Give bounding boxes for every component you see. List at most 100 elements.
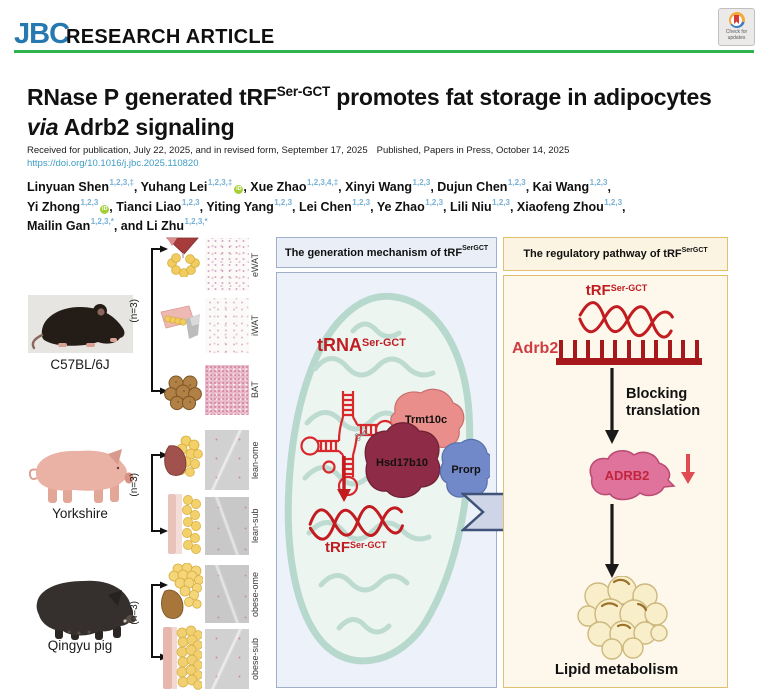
lipid-droplets — [577, 576, 668, 660]
author-name: Yi Zhong — [27, 199, 80, 214]
author-affiliations: 1,2,3 — [352, 197, 371, 207]
author-list: Linyuan Shen1,2,3,‡, Yuhang Lei1,2,3,‡iD… — [27, 176, 757, 235]
n-label-yorkshire: (n=3) — [129, 473, 140, 497]
mrna-tick — [667, 340, 672, 358]
trf-wave-pathway — [578, 301, 674, 339]
author-affiliations: 1,2,3 — [589, 178, 608, 187]
adrb2-protein-label: ADRB2 — [605, 468, 650, 483]
ewat-tissue-icon — [162, 237, 202, 282]
histology-label-lean-sub: lean-sub — [250, 508, 260, 544]
mechanism-panel: tRNASer-GCT ✂ — [276, 272, 497, 688]
author-name: Linyuan Shen — [27, 180, 109, 195]
author-name: Ye Zhao — [376, 199, 425, 214]
animal-label-mouse: C57BL/6J — [50, 357, 110, 372]
mrna-tick — [599, 340, 604, 358]
qingyu-photo — [25, 569, 137, 641]
author-line: Linyuan Shen1,2,3,‡, Yuhang Lei1,2,3,‡iD… — [27, 178, 611, 195]
iwat-tissue-icon — [159, 304, 202, 347]
n-label-qingyu: (n=3) — [129, 601, 140, 625]
author-name: Xue Zhao — [250, 180, 307, 195]
author-affiliations: 1,2,3 — [492, 197, 510, 207]
mrna-tick — [654, 340, 659, 358]
pathway-panel-title: The regulatory pathway of tRF SerGCT — [503, 237, 728, 271]
obese-ome-tissue-icon — [158, 562, 204, 628]
lean-ome-tissue-icon — [160, 433, 203, 485]
protein-label-trmt10c: Trmt10c — [405, 414, 447, 426]
mrna-tick — [626, 340, 631, 358]
author-affiliations: 1,2,3 — [425, 197, 444, 207]
author-name: Lili Niu — [450, 199, 492, 214]
yorkshire-photo — [22, 440, 140, 506]
histology-obese-ome — [205, 565, 249, 623]
qingyu-illustration — [36, 580, 136, 640]
doi-link[interactable]: https://doi.org/10.1016/j.jbc.2025.11082… — [27, 158, 199, 169]
jbc-logo: JBC — [14, 18, 70, 50]
author-name: Xinyi Wang — [345, 180, 413, 195]
animal-label-yorkshire: Yorkshire — [52, 506, 108, 521]
mouse-illustration — [31, 304, 125, 350]
histology-label-lean-ome: lean-ome — [250, 441, 260, 479]
page-title: RNase P generated tRFSer-GCT promotes fa… — [27, 84, 712, 140]
author-affiliations: 1,2,3 — [604, 197, 623, 207]
author-name: Yiting Yang — [206, 199, 274, 214]
author-name: Kai Wang — [532, 180, 590, 195]
mechanism-panel-title: The generation mechanism of tRF SerGCT — [276, 237, 497, 268]
rnase-p-complex: Trmt10c Hsd17b10 Prorp — [364, 388, 490, 498]
author-name: Mailin Gan — [27, 219, 91, 234]
author-affiliations: 1,2,3,4,‡ — [307, 178, 339, 187]
mrna-tick — [572, 340, 577, 358]
author-affiliations: 1,2,3,* — [90, 217, 114, 227]
n-label-mouse: (n=3) — [129, 299, 140, 323]
blocking-translation-label: Blocking translation — [626, 386, 701, 420]
animal-label-qingyu: Qingyu pig — [47, 638, 113, 653]
title-superscript: Ser-GCT — [276, 84, 331, 99]
check-for-updates-label: Check for updates — [725, 29, 748, 42]
adrb2-mrna-label: Adrb2 — [512, 340, 559, 357]
trf-label-pathway: tRFSer-GCT — [585, 282, 648, 299]
adrb2-mrna-bar — [556, 358, 702, 365]
mrna-tick — [694, 340, 699, 358]
histology-lean-ome — [205, 430, 249, 490]
mrna-tick — [586, 340, 591, 358]
outcome-arrow — [605, 504, 619, 578]
histology-bat — [205, 365, 249, 415]
received-line: Received for publication, July 22, 2025,… — [27, 145, 570, 156]
mouse-photo — [28, 295, 133, 353]
author-name: Xiaofeng Zhou — [516, 199, 604, 214]
protein-label-hsd17b10: Hsd17b10 — [376, 457, 428, 469]
author-affiliations: 1,2,3 — [507, 178, 526, 187]
author-name: Dujun Chen — [437, 180, 508, 195]
protein-label-prorp: Prorp — [451, 464, 481, 476]
author-name: Lei Chen — [298, 199, 352, 214]
orcid-icon[interactable]: iD — [100, 204, 110, 214]
trf-label: tRFSer-GCT — [325, 539, 387, 556]
header-rule — [14, 50, 754, 53]
cleavage-arrow — [337, 456, 351, 502]
obese-sub-tissue-icon — [161, 625, 203, 696]
published-line: Published, Papers in Press, October 14, … — [376, 145, 570, 156]
adrb2-protein-blob: ADRB2 — [589, 450, 676, 501]
author-affiliations: 1,2,3 — [274, 197, 293, 207]
histology-label-ewat: eWAT — [250, 253, 260, 277]
yorkshire-illustration — [28, 449, 134, 503]
author-affiliations: 1,2,3 — [181, 197, 200, 207]
mrna-tick — [613, 340, 618, 358]
author-name: Tianci Liao — [116, 199, 182, 214]
histology-ewat — [205, 238, 249, 291]
mrna-tick — [640, 340, 645, 358]
adrb2-mrna-ticks — [559, 340, 699, 358]
bracket-mouse — [144, 245, 170, 400]
histology-label-bat: BAT — [250, 381, 260, 399]
author-name: Li Zhu — [146, 219, 185, 234]
bracket-yorkshire — [144, 451, 170, 540]
author-affiliations: 1,2,3 — [412, 178, 431, 187]
trna-label: tRNASer-GCT — [317, 335, 406, 355]
trf-wave — [308, 505, 404, 541]
histology-obese-sub — [205, 629, 249, 689]
check-for-updates-badge[interactable]: Check for updates — [718, 8, 755, 46]
author-affiliations: 1,2,3,‡ — [207, 178, 233, 187]
histology-label-obese-sub: obese-sub — [250, 637, 260, 681]
orcid-icon[interactable]: iD — [234, 185, 244, 195]
histology-label-obese-ome: obese-ome — [250, 571, 260, 617]
